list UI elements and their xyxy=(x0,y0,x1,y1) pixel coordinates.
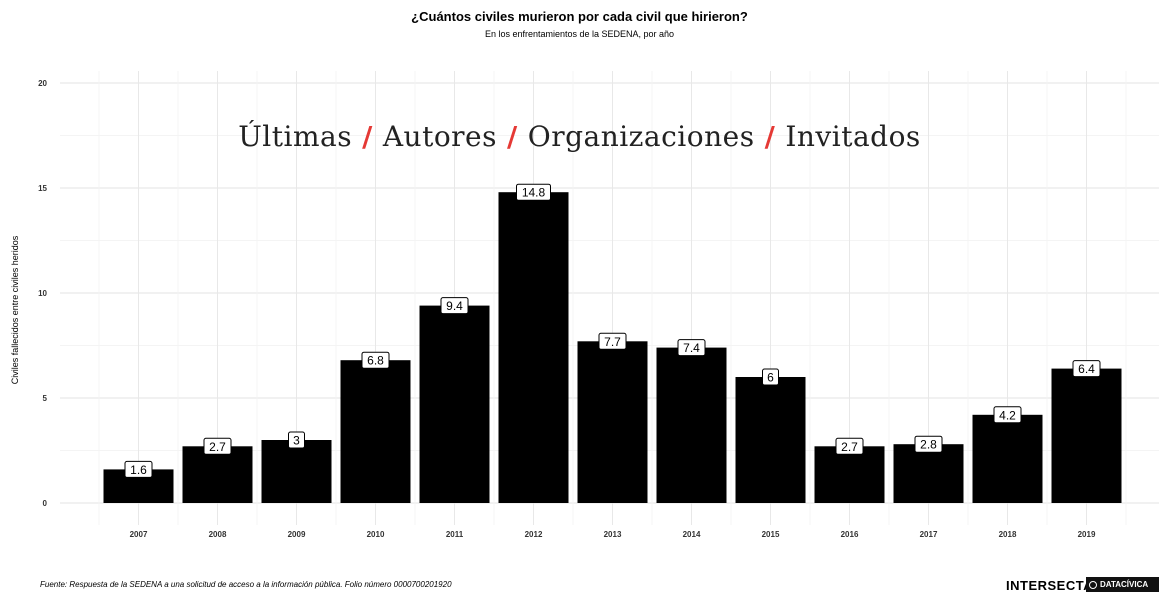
data-labels: 1.6 2.7 3 6.8 9.4 14.8 7.7 7.4 6 2.7 2.8 4.2 6.4 xyxy=(124,183,1101,478)
bar xyxy=(577,341,648,503)
data-label: 2.7 xyxy=(841,440,858,454)
y-tick-labels: 0 5 10 15 20 xyxy=(38,79,47,508)
overlay-nav: Últimas / Autores / Organizaciones / Invitados xyxy=(0,120,1159,153)
x-tick-label: 2017 xyxy=(920,530,938,539)
datacivica-logo: DATACÍVICA xyxy=(1086,577,1159,592)
datacivica-logo-icon xyxy=(1089,580,1097,589)
source-note: Fuente: Respuesta de la SEDENA a una sol… xyxy=(40,580,452,589)
y-tick-label: 20 xyxy=(38,79,47,88)
data-label: 7.4 xyxy=(683,341,700,355)
nav-link-ultimas[interactable]: Últimas xyxy=(238,120,353,153)
x-tick-label: 2019 xyxy=(1078,530,1096,539)
bar xyxy=(419,305,490,503)
data-label-box xyxy=(361,351,390,369)
data-label-box xyxy=(203,437,232,455)
data-label: 6 xyxy=(767,371,774,385)
data-label: 1.6 xyxy=(130,463,147,477)
x-tick-label: 2015 xyxy=(762,530,780,539)
bar xyxy=(735,377,806,503)
x-tick-label: 2013 xyxy=(604,530,622,539)
data-label-box xyxy=(762,368,779,386)
data-label-box xyxy=(677,339,706,357)
data-label: 2.7 xyxy=(209,440,226,454)
x-tick-labels: 2007 2008 2009 2010 2011 2012 2013 2014 2015 2016… xyxy=(130,530,1096,539)
nav-link-autores[interactable]: Autores xyxy=(382,120,497,153)
nav-link-organizaciones[interactable]: Organizaciones xyxy=(527,120,755,153)
data-label-box xyxy=(440,297,469,315)
data-label-box xyxy=(124,460,153,478)
data-label-box xyxy=(288,431,305,449)
data-label-box xyxy=(993,406,1022,424)
bar xyxy=(814,446,885,503)
x-tick-label: 2007 xyxy=(130,530,148,539)
bar xyxy=(893,444,964,503)
chart-title: ¿Cuántos civiles murieron por cada civil… xyxy=(411,9,748,24)
nav-link-invitados[interactable]: Invitados xyxy=(785,120,921,153)
data-label: 6.4 xyxy=(1078,362,1095,376)
data-label: 4.2 xyxy=(999,408,1016,422)
datacivica-logo-text: DATACÍVICA xyxy=(1100,580,1149,589)
y-tick-label: 0 xyxy=(43,499,48,508)
bar xyxy=(340,360,411,503)
y-tick-label: 10 xyxy=(38,289,47,298)
data-label-box xyxy=(598,332,627,350)
data-label-box xyxy=(914,435,943,453)
x-tick-label: 2008 xyxy=(209,530,227,539)
bar xyxy=(182,446,253,503)
data-label-box xyxy=(516,183,551,201)
data-label-box xyxy=(835,437,864,455)
x-tick-label: 2018 xyxy=(999,530,1017,539)
bars xyxy=(103,192,1122,503)
data-label: 14.8 xyxy=(522,186,546,200)
bar xyxy=(656,347,727,503)
data-label: 6.8 xyxy=(367,354,384,368)
intersecta-logo: INTERSECTA xyxy=(1006,578,1094,593)
chart-subtitle: En los enfrentamientos de la SEDENA, por… xyxy=(484,29,675,39)
nav-separator: / xyxy=(507,120,518,153)
x-tick-label: 2010 xyxy=(367,530,385,539)
x-tick-label: 2011 xyxy=(446,530,464,539)
x-tick-label: 2016 xyxy=(841,530,859,539)
data-label: 7.7 xyxy=(604,335,621,349)
y-tick-label: 5 xyxy=(43,394,48,403)
bar xyxy=(1051,368,1122,503)
data-label: 2.8 xyxy=(920,438,937,452)
nav-separator: / xyxy=(362,120,373,153)
x-tick-label: 2012 xyxy=(525,530,543,539)
y-tick-label: 15 xyxy=(38,184,47,193)
bar xyxy=(498,192,569,503)
bar xyxy=(972,414,1043,503)
x-tick-label: 2009 xyxy=(288,530,306,539)
data-label-box xyxy=(1072,360,1101,378)
bar xyxy=(261,440,332,503)
data-label: 3 xyxy=(293,434,300,448)
data-label: 9.4 xyxy=(446,299,463,313)
x-tick-label: 2014 xyxy=(683,530,701,539)
nav-separator: / xyxy=(764,120,776,153)
y-axis-label: Civiles fallecidos entre civiles heridos xyxy=(10,235,20,385)
